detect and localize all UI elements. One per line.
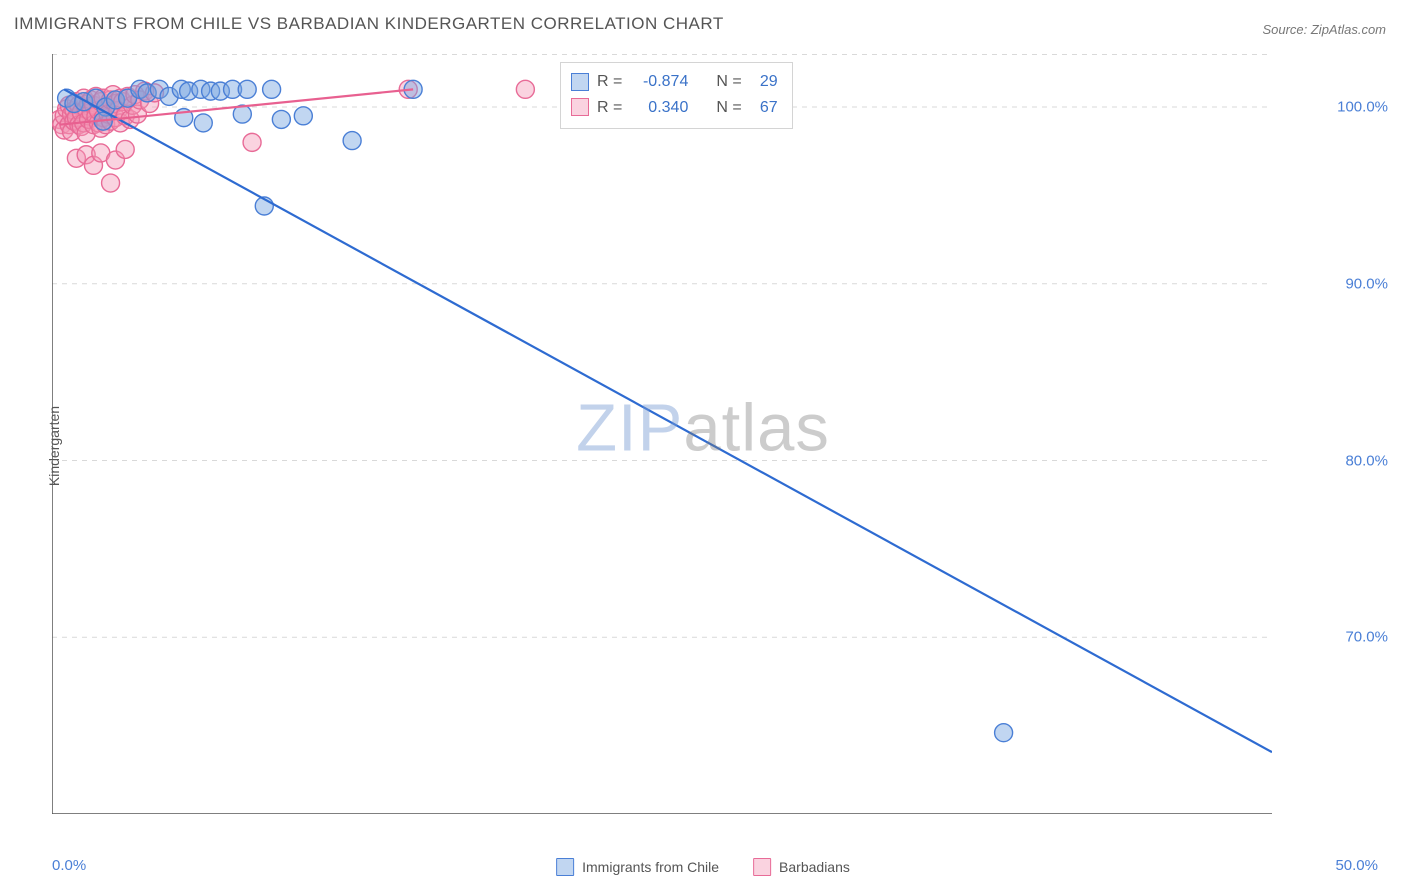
n-value: 67 <box>750 95 778 121</box>
y-tick-label: 70.0% <box>1345 629 1388 646</box>
legend-label: Barbadians <box>779 859 850 875</box>
correlation-stats-legend: R = -0.874 N = 29 R = 0.340 N = 67 <box>560 62 793 129</box>
r-label: R = <box>597 69 622 95</box>
n-label: N = <box>716 69 741 95</box>
source-attribution: Source: ZipAtlas.com <box>1262 22 1386 37</box>
legend-swatch <box>753 858 771 876</box>
y-tick-label: 100.0% <box>1337 99 1388 116</box>
r-value: -0.874 <box>630 69 688 95</box>
y-tick-label: 80.0% <box>1345 452 1388 469</box>
legend-swatch <box>571 73 589 91</box>
legend-label: Immigrants from Chile <box>582 859 719 875</box>
x-tick-label-min: 0.0% <box>52 857 86 874</box>
stats-row: R = 0.340 N = 67 <box>571 95 778 121</box>
page-title: IMMIGRANTS FROM CHILE VS BARBADIAN KINDE… <box>14 14 724 34</box>
scatter-chart-svg <box>52 54 1272 814</box>
r-value: 0.340 <box>630 95 688 121</box>
legend-swatch <box>556 858 574 876</box>
stats-row: R = -0.874 N = 29 <box>571 69 778 95</box>
legend-item: Immigrants from Chile <box>556 858 719 876</box>
series-legend: Immigrants from Chile Barbadians <box>556 858 850 876</box>
r-label: R = <box>597 95 622 121</box>
n-label: N = <box>716 95 741 121</box>
chart-plot-area <box>52 54 1272 814</box>
n-value: 29 <box>750 69 778 95</box>
legend-item: Barbadians <box>753 858 850 876</box>
y-tick-label: 90.0% <box>1345 275 1388 292</box>
legend-swatch <box>571 98 589 116</box>
x-tick-label-max: 50.0% <box>1335 857 1378 874</box>
